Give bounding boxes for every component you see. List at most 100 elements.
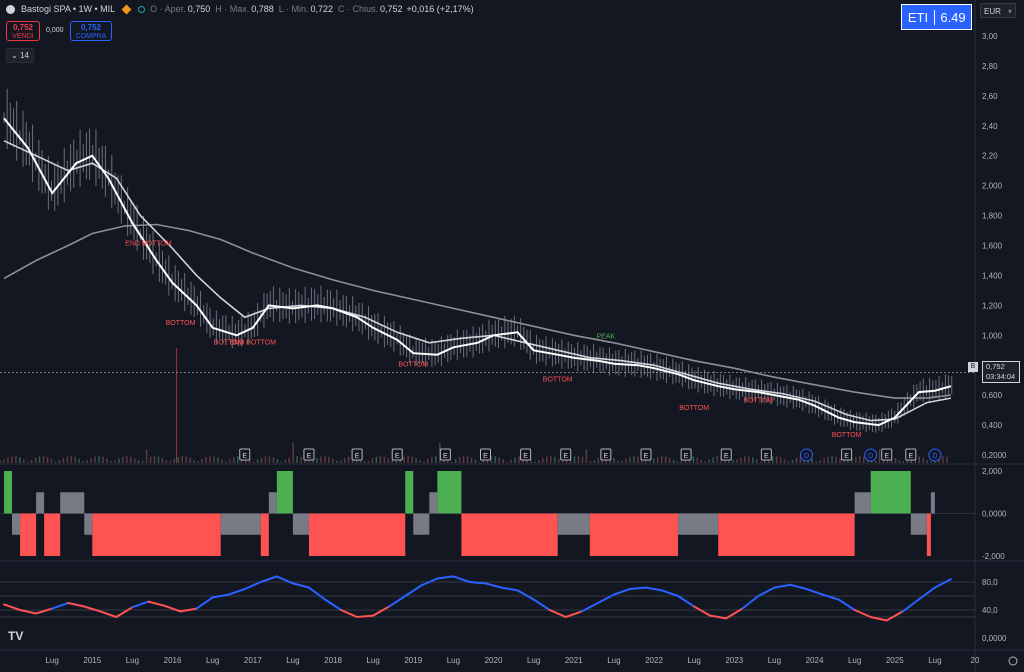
price-tick-label: 2,60 [982, 92, 998, 101]
earnings-marker: E [520, 448, 532, 461]
price-tick-label: 1,400 [982, 271, 1003, 280]
histogram-segment [926, 513, 931, 556]
event-label: E [884, 453, 889, 460]
buy-price: 0,752 [80, 23, 102, 32]
oscillator-line [532, 598, 551, 611]
low-value: 0,722 [310, 4, 333, 14]
histogram-tick-label: -2,000 [982, 552, 1005, 561]
open-label: O · Aper. [150, 4, 186, 14]
histogram-segment [44, 513, 61, 556]
earnings-badge [881, 448, 893, 461]
time-tick-label: Lug [687, 656, 700, 665]
price-tick-label: 1,800 [982, 212, 1003, 221]
histogram-segment [220, 513, 261, 535]
price-tick-label: 0,2000 [982, 451, 1007, 460]
last-price-label: 0,752 03:34:04 [982, 361, 1020, 383]
event-label: E [684, 453, 689, 460]
symbol-title[interactable]: Bastogi SPA • 1W • MIL [21, 4, 116, 14]
sell-button[interactable]: 0,752 VENDI [6, 21, 40, 41]
oscillator-line [388, 595, 407, 608]
price-tick-label: 2,40 [982, 122, 998, 131]
oscillator-line [243, 581, 262, 590]
time-tick-label: Lug [206, 656, 219, 665]
oscillator-line [307, 586, 326, 601]
oscillator-line [933, 578, 952, 589]
earnings-badge [239, 448, 251, 461]
event-label: E [563, 453, 568, 460]
event-label: E [483, 453, 488, 460]
histogram-segment [437, 471, 462, 514]
event-label: E [443, 453, 448, 460]
oscillator-line [436, 575, 455, 580]
oscillator-line [211, 593, 230, 599]
earnings-badge [680, 448, 692, 461]
eti-badge[interactable]: ETI 6.49 [901, 4, 972, 30]
symbol-logo-icon [6, 4, 15, 14]
event-label: D [932, 453, 937, 460]
earnings-marker: E [479, 448, 491, 461]
earnings-badge [520, 448, 532, 461]
signal-label: END BOTTOM [125, 241, 172, 248]
time-tick-label: Lug [928, 656, 941, 665]
time-tick-label: Lug [447, 656, 460, 665]
oscillator-line [35, 607, 54, 615]
histogram-segment [429, 492, 438, 514]
time-tick-label: Lug [848, 656, 861, 665]
oscillator-line [661, 589, 680, 597]
oscillator-line [19, 609, 38, 615]
time-tick-label: 2023 [725, 656, 743, 665]
histogram-segment [678, 513, 719, 535]
earnings-marker: E [760, 448, 772, 461]
oscillator-line [195, 596, 214, 610]
buy-button[interactable]: 0,752 COMPRA [70, 21, 112, 41]
price-tick-label: 2,20 [982, 152, 998, 161]
earnings-badge [351, 448, 363, 461]
oscillator-line [372, 605, 391, 617]
earnings-badge [905, 448, 917, 461]
oscillator-line [115, 606, 134, 618]
oscillator-tick-label: 0,0000 [982, 634, 1007, 643]
histogram-segment [20, 513, 37, 556]
earnings-badge [640, 448, 652, 461]
chevron-down-icon: ▾ [1007, 7, 1012, 16]
event-label: E [908, 453, 913, 460]
price-tick-label: 2,80 [982, 62, 998, 71]
earnings-marker: E [239, 448, 251, 461]
time-tick-label: Lug [527, 656, 540, 665]
moving-average-line [3, 140, 952, 422]
oscillator-line [179, 607, 198, 613]
histogram-segment [870, 471, 911, 514]
currency-select[interactable]: EUR ▾ [980, 3, 1016, 18]
signal-label: BOTTOM [743, 398, 773, 405]
oscillator-line [340, 609, 359, 618]
histogram-segment [260, 513, 269, 556]
histogram-segment [308, 513, 406, 556]
earnings-badge [600, 448, 612, 461]
earnings-badge [760, 448, 772, 461]
earnings-marker: E [720, 448, 732, 461]
oscillator-line [147, 600, 166, 607]
eti-label: ETI [902, 9, 935, 25]
oscillator-line [516, 589, 535, 601]
oscillator-line [805, 588, 824, 596]
histogram-segment [930, 492, 935, 514]
signal-label: END BOTTOM [230, 339, 277, 346]
histogram-segment [405, 471, 414, 514]
oscillator-line [131, 600, 150, 609]
high-label: H · Max. [215, 4, 250, 14]
high-value: 0,788 [251, 4, 274, 14]
earnings-badge [479, 448, 491, 461]
event-label: E [307, 453, 312, 460]
price-tick-label: 2,000 [982, 182, 1003, 191]
signal-label: BOTTOM [166, 320, 196, 327]
oscillator-line [163, 604, 182, 613]
time-tick-label: 20 [971, 656, 980, 665]
earnings-marker: E [439, 448, 451, 461]
indicators-toggle[interactable]: ⌄ 14 [6, 48, 34, 63]
earnings-marker: E [600, 448, 612, 461]
oscillator-line [564, 610, 583, 618]
histogram-tick-label: 0,0000 [982, 510, 1007, 519]
eti-value: 6.49 [940, 9, 966, 25]
event-label: E [395, 453, 400, 460]
